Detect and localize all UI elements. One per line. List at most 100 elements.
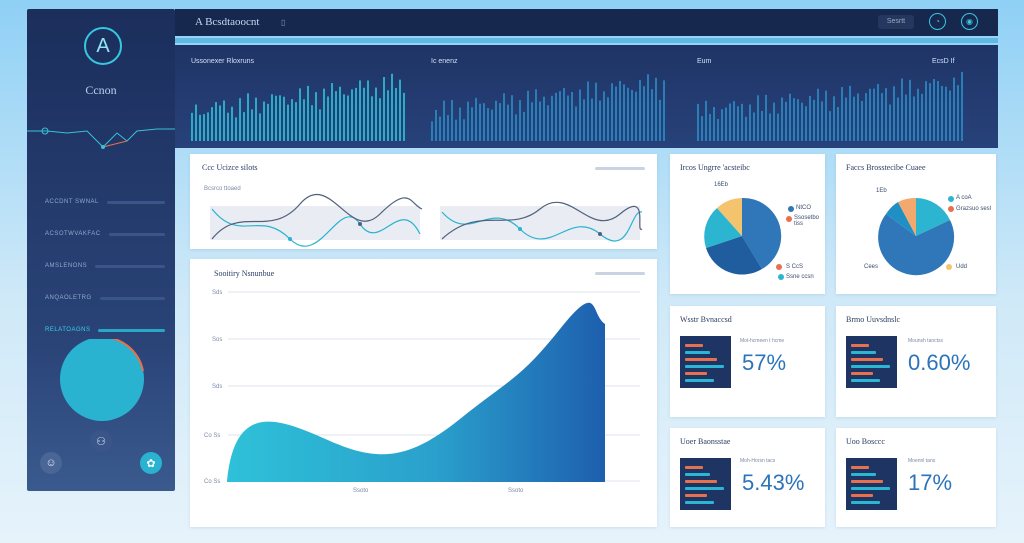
settings-icon[interactable]: ✿ (140, 452, 162, 474)
sidebar: A Ccnon ACCDNT SWNAL ACSOTWVAKFAC AMSLEN… (27, 9, 175, 491)
sidebar-item-1[interactable]: ACCDNT SWNAL (45, 191, 165, 213)
app-logo[interactable]: A (84, 27, 122, 65)
profile-icon[interactable]: ◉ (961, 13, 978, 30)
top-bar: A Bcsdtaoocnt ▯ Sesrtt ◔ ◉ (175, 9, 998, 36)
pie2-label: Grazsuo sesl (956, 206, 992, 212)
waveform-bar (607, 97, 609, 141)
thumb-bar (685, 344, 703, 347)
waveform-bar (551, 95, 553, 141)
waveform-bar (295, 102, 297, 141)
waveform-bar (335, 91, 337, 141)
waveform-bar (789, 93, 791, 141)
waveform-bar (829, 111, 831, 141)
user-icon[interactable]: ☺ (40, 452, 62, 474)
waveform-bar (575, 106, 577, 141)
waveform-bar (869, 88, 871, 141)
waveform-bar (503, 93, 505, 141)
legend-dot (778, 274, 784, 280)
kpi2-value: 0.60% (908, 350, 971, 375)
sidebar-item-2[interactable]: ACSOTWVAKFAC (45, 223, 165, 245)
waveform-bar (777, 113, 779, 141)
band-panel3-label: Eum (697, 58, 712, 65)
waveform-bar (893, 86, 895, 141)
waveform-bar (801, 102, 803, 141)
waveform-bar (431, 121, 433, 141)
waveform-bar (507, 104, 509, 141)
sidebar-item-4[interactable]: ANQAOLETRG (45, 287, 165, 309)
waveform-bar (647, 74, 649, 141)
kpi4-sub: Moennl tans (908, 458, 936, 464)
card-menu[interactable] (595, 167, 645, 170)
pie1-title: Ircos Ungrre 'acsteibc (680, 163, 750, 172)
waveform-bar (299, 88, 301, 141)
waveform-bar (287, 104, 289, 141)
kpi1-value: 57% (742, 350, 787, 375)
waveform-bar (443, 100, 445, 141)
waveform-bar (195, 104, 197, 141)
waveform-bar (619, 80, 621, 141)
waveform-bar (913, 96, 915, 141)
waveform-bar (873, 88, 875, 141)
line-chart-card: Ccc Ucizce silots Bcsrco ttoaed (190, 154, 657, 249)
waveform-bar (757, 95, 759, 141)
waveform-bar (267, 103, 269, 141)
people-icon[interactable]: ⚇ (90, 430, 112, 452)
waveform-bar (379, 98, 381, 141)
thumb-bar (685, 501, 714, 504)
waveform-bar (527, 90, 529, 141)
band-panel1-label: Ussonexer Rloxruns (191, 58, 255, 65)
sidebar-item-3[interactable]: AMSLENONS (45, 255, 165, 277)
sidebar-item-5[interactable]: RELATOAGNS (45, 319, 165, 341)
waveform-bar (697, 103, 699, 141)
waveform-bar (467, 101, 469, 141)
waveform-bar (821, 101, 823, 141)
waveform-bar (435, 109, 437, 141)
waveform-bar (885, 88, 887, 141)
waveform-bar (535, 89, 537, 141)
kpi3-value: 5.43% (742, 470, 805, 495)
waveform-bar (901, 78, 903, 141)
waveform-bar (231, 106, 233, 141)
waveform-bar (243, 112, 245, 141)
waveform-bar (219, 105, 221, 141)
kpi-card-3: Uoer Baonsstae Moh-Horsn tacs 5.43% (670, 428, 825, 527)
waveform-bar (395, 88, 397, 141)
waveform-bar (571, 91, 573, 141)
waveform-bar (227, 112, 229, 141)
waveform-bar (921, 93, 923, 141)
sidebar-sparkline (27, 127, 175, 149)
waveform-bar (945, 86, 947, 141)
waveform-bar (207, 112, 209, 141)
waveform-bar (283, 96, 285, 141)
waveform-bar (917, 88, 919, 141)
y-tick: Co Ss (204, 433, 220, 439)
doc-icon[interactable]: ▯ (281, 18, 286, 27)
waveform-bar (327, 96, 329, 141)
area-chart-card: Sooitiry Nsnunbue Sds Sos Sds Co Ss Co S… (190, 259, 657, 527)
waveform-bar (655, 77, 657, 141)
pie-chart-2 (878, 197, 955, 276)
waveform-bar (495, 100, 497, 141)
thumb-bar (685, 487, 724, 490)
kpi-card-1: Wsstr Bvnaccsd Mot-hcmeen t hcme 57% (670, 306, 825, 417)
pie-card-1: Ircos Ungrre 'acsteibc 16Eb NtCO Ssosetb… (670, 154, 825, 294)
waveform-bar (367, 80, 369, 141)
pie1-label: 16Eb (714, 182, 729, 188)
notification-icon[interactable]: ◔ (929, 13, 946, 30)
waveform-bar (491, 109, 493, 141)
pie-card-2: Faccs Brosstecibe Cuaee 1Eb A coA Grazsu… (836, 154, 996, 294)
waveform-bar (953, 77, 955, 141)
pie1-label: S CcS (786, 264, 804, 270)
waveform-bar (595, 82, 597, 141)
card-menu[interactable] (595, 272, 645, 275)
waveform-bar (861, 101, 863, 141)
waveform-bar (539, 101, 541, 141)
waveform-bar (713, 106, 715, 141)
thumb-bar (851, 365, 890, 368)
search-input[interactable]: Sesrtt (878, 15, 914, 29)
waveform-bar (749, 104, 751, 141)
waveform-bar (499, 103, 501, 141)
waveform-bar (579, 89, 581, 141)
waveform-bar (455, 119, 457, 141)
waveform-bar (761, 110, 763, 141)
